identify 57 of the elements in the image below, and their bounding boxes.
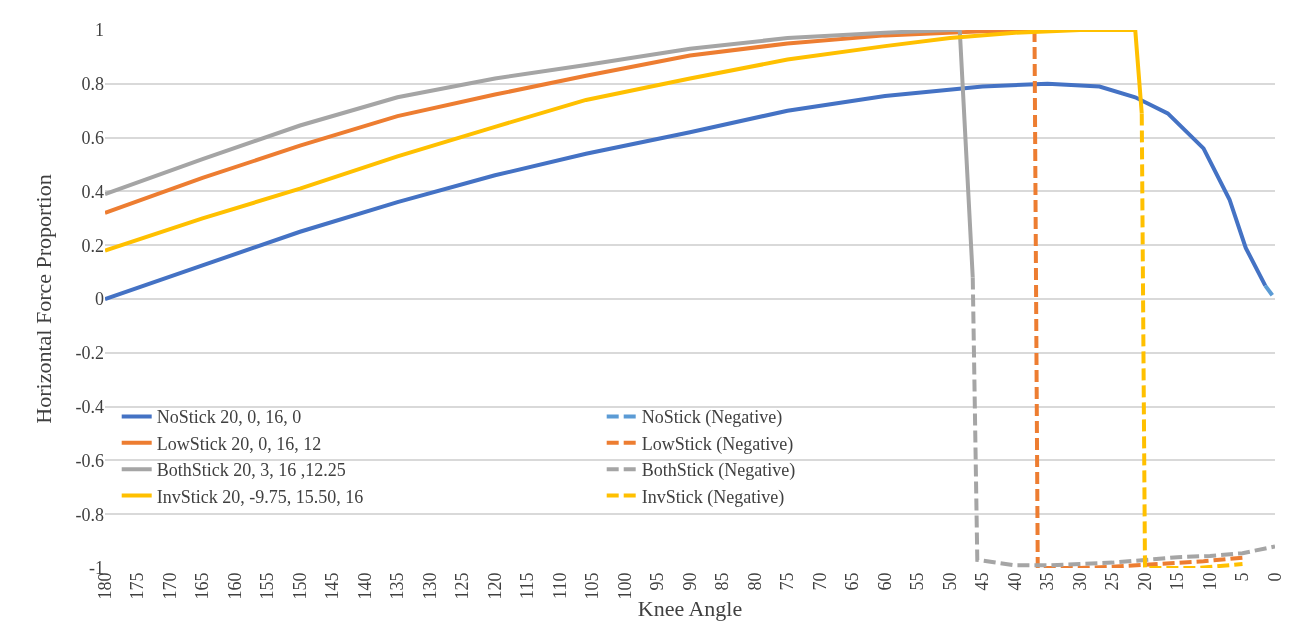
x-tick-label: 105 [582,572,603,600]
x-tick-label: 130 [419,572,440,600]
x-tick-label: 50 [939,572,960,591]
x-tick-label: 120 [484,572,505,600]
x-tick-label: 20 [1134,572,1155,591]
x-tick-label: 10 [1199,572,1220,591]
x-tick-label: 65 [842,572,863,591]
x-tick-label: 135 [387,572,408,600]
x-tick-label: 75 [777,572,798,591]
y-tick-label: 0.4 [81,181,104,202]
x-tick-label: 60 [874,572,895,591]
x-tick-label: 45 [972,572,993,591]
y-axis-title: Horizontal Force Proportion [31,174,56,424]
legend-label: InvStick 20, -9.75, 15.50, 16 [156,486,364,507]
legend-label: LowStick 20, 0, 16, 12 [156,433,322,454]
x-tick-label: 175 [127,572,148,600]
y-tick-label: 0.2 [81,235,104,256]
y-tick-label: 0.6 [81,127,104,148]
x-tick-label: 125 [452,572,473,600]
x-tick-label: 35 [1037,572,1058,591]
y-tick-label: 1 [95,20,104,41]
x-tick-label: 85 [712,572,733,591]
y-tick-label: -0.8 [75,504,104,525]
x-tick-label: 40 [1004,572,1025,591]
x-tick-label: 170 [159,572,180,600]
x-tick-label: 150 [289,572,310,600]
x-tick-label: 5 [1232,572,1253,582]
y-tick-label: 0 [95,289,104,310]
legend-label: NoStick 20, 0, 16, 0 [156,407,302,428]
legend-label: LowStick (Negative) [641,433,794,455]
x-tick-label: 70 [809,572,830,591]
x-tick-label: 160 [224,572,245,600]
x-tick-label: 100 [614,572,635,600]
y-tick-label: -0.6 [75,450,104,471]
y-tick-label: -0.2 [75,343,104,364]
legend-label: InvStick (Negative) [641,486,785,508]
y-tick-label: 0.8 [81,74,104,95]
x-tick-label: 155 [257,572,278,600]
x-tick-label: 140 [354,572,375,600]
x-tick-label: 95 [647,572,668,591]
x-tick-label: 55 [907,572,928,591]
legend-label: BothStick (Negative) [641,460,796,482]
line-series [105,81,1268,301]
x-axis-title: Knee Angle [637,596,743,622]
x-tick-label: 80 [744,572,765,591]
y-tick-label: -0.4 [75,396,104,417]
x-tick-label: 90 [679,572,700,591]
x-tick-label: 25 [1102,572,1123,591]
x-tick-label: 0 [1264,572,1285,582]
x-tick-label: 110 [549,572,570,599]
x-tick-label: 115 [517,572,538,599]
x-tick-label: 165 [192,572,213,600]
x-tick-label: 145 [322,572,343,600]
legend-label: BothStick 20, 3, 16 ,12.25 [156,460,346,481]
x-tick-label: 30 [1069,572,1090,591]
legend-label: NoStick (Negative) [641,407,783,429]
x-tick-label: 15 [1167,572,1188,591]
